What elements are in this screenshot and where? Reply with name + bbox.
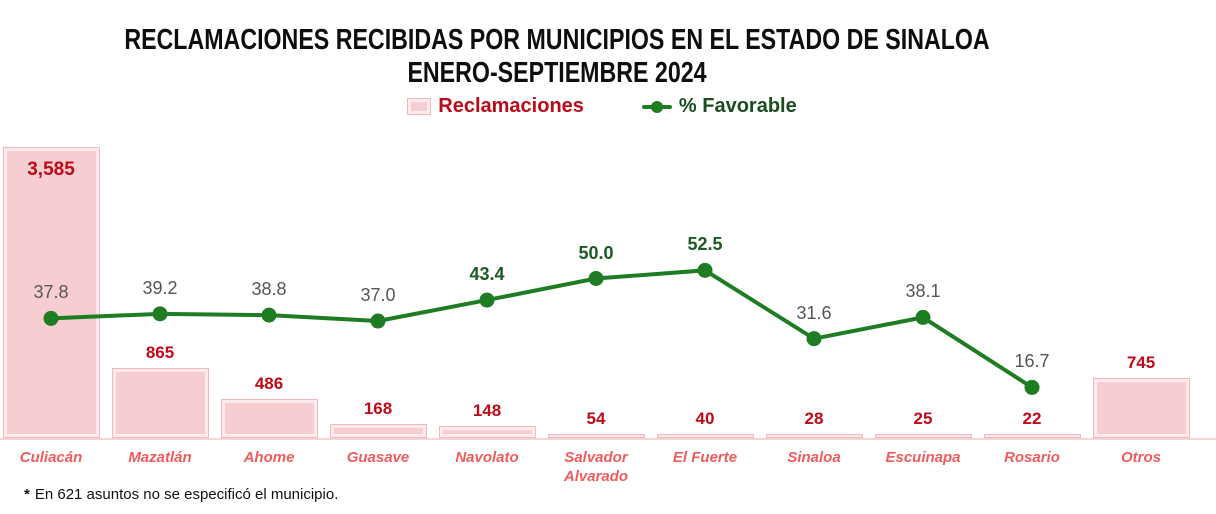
chart-footnote: * En 621 asuntos no se especificó el muni… [24,486,338,503]
chart-header: RECLAMACIONES RECIBIDAS POR MUNICIPIOS E… [0,24,1114,90]
favorable-line [50,268,1034,390]
legend: Reclamaciones % Favorable [0,95,1204,118]
favorable-point-0 [43,310,59,326]
bar-value-label: 54 [586,409,606,428]
bar-0 [2,147,100,438]
bar-value-label: 168 [363,399,393,418]
bar-value-label: 28 [804,409,824,428]
bar-5 [547,434,645,438]
favorable-point-6 [697,262,713,278]
bar-8 [874,434,972,438]
line-dot-marker-icon [641,100,672,113]
favorable-point-7 [806,331,822,347]
bar-swatch-icon [407,98,432,115]
favorable-point-8 [915,309,931,325]
category-label: Ahome [243,449,295,466]
favorable-point-5 [588,271,604,286]
legend-item-reclamaciones: Reclamaciones [407,95,584,118]
legend-item-favorable: % Favorable [641,95,797,118]
bar-value-label: 486 [254,374,284,393]
category-label: Navolato [455,449,519,466]
legend-label-reclamaciones: Reclamaciones [438,95,584,117]
favorable-point-9 [1024,379,1040,395]
category-label: Rosario [1004,449,1060,466]
bar-value-label: 25 [913,409,933,428]
bar-9 [983,434,1081,438]
bar-value-label: 148 [472,401,502,420]
chart-title-line2: ENERO-SEPTIEMBRE 2024 [407,57,707,89]
chart-title-line1: RECLAMACIONES RECIBIDAS POR MUNICIPIOS E… [124,24,990,56]
bar-1 [111,368,209,438]
line-value-label: 37.8 [33,282,69,303]
line-value-label: 52.5 [687,234,723,255]
favorable-point-2 [261,307,277,323]
line-value-label: 31.6 [796,302,832,323]
category-label: El Fuerte [672,449,738,466]
bar-value-label: 22 [1022,409,1042,428]
bar-10 [1092,378,1190,438]
footnote-asterisk: * [24,486,30,503]
bar-3 [329,424,427,438]
x-axis-line [0,438,1216,440]
line-value-label: 50.0 [578,242,614,263]
bar-value-label: 745 [1126,353,1156,372]
bar-4 [438,426,536,438]
category-label: Mazatlán [128,449,192,466]
category-label: Otros [1120,449,1161,466]
line-value-label: 39.2 [142,277,178,298]
category-label: Guasave [346,449,410,466]
category-label: Escuinapa [885,449,961,466]
bar-2 [220,399,318,438]
bar-value-label: 40 [695,409,715,428]
bar-value-label: 865 [145,343,175,362]
category-label: Salvador Alvarado [563,449,629,485]
line-value-label: 37.0 [360,285,396,305]
bar-6 [656,434,754,438]
footnote-text: En 621 asuntos no se especificó el munic… [34,486,339,503]
line-value-label: 16.7 [1014,351,1050,372]
favorable-point-3 [370,313,386,329]
bar-value-label: 3,585 [27,159,75,180]
line-value-label: 38.8 [251,279,287,300]
line-value-label: 43.4 [469,264,505,285]
favorable-point-4 [479,292,495,308]
favorable-point-1 [152,306,168,322]
line-value-label: 38.1 [905,281,941,302]
bar-7 [765,434,863,438]
legend-label-favorable: % Favorable [678,95,797,117]
category-label: Sinaloa [787,449,841,466]
category-label: Culiacán [19,449,83,466]
